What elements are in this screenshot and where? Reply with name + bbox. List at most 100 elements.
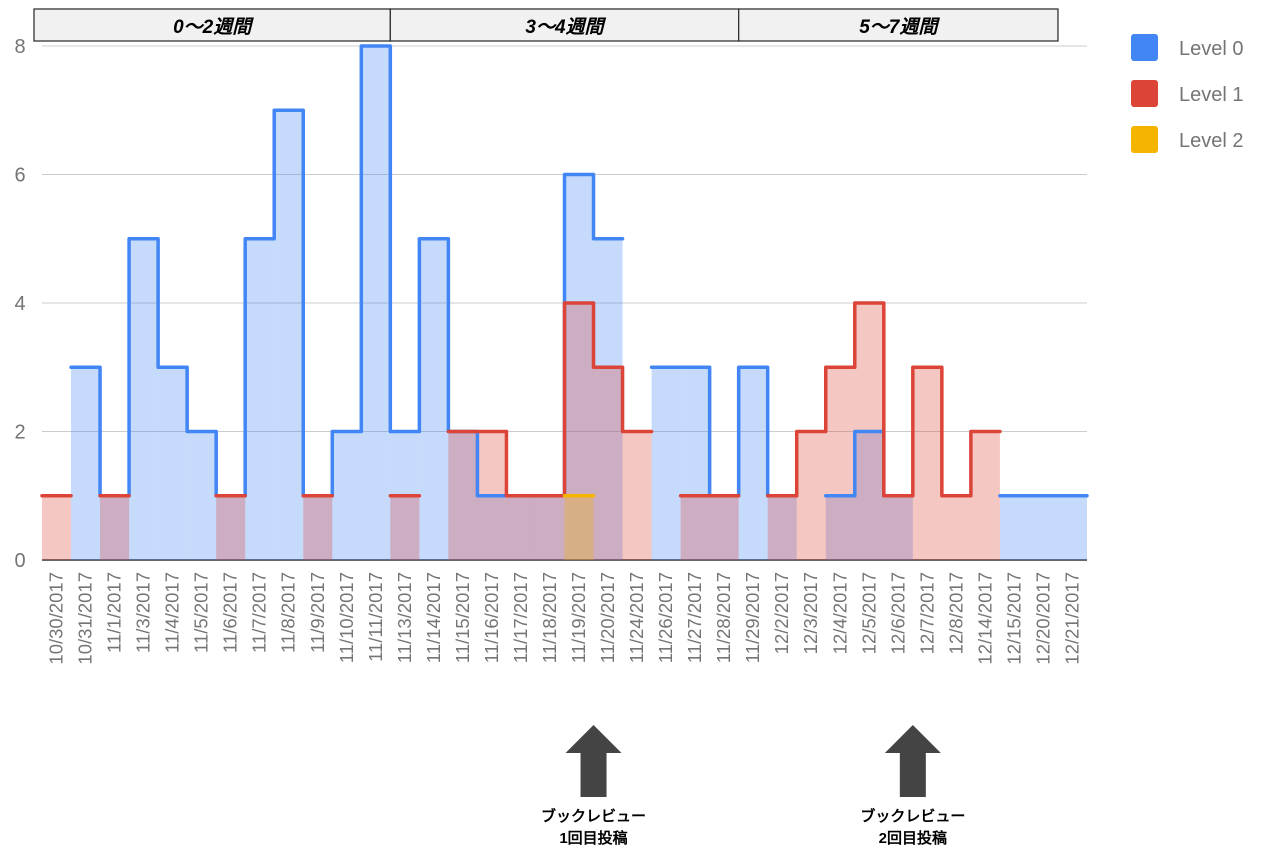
annotation-line2: 2回目投稿 — [879, 829, 947, 847]
x-tick-label: 10/31/2017 — [75, 572, 96, 665]
series-line — [765, 301, 1002, 498]
x-tick-label: 11/24/2017 — [626, 572, 647, 663]
area-segment — [535, 495, 565, 560]
x-tick-label: 12/6/2017 — [887, 572, 908, 654]
area-segment — [42, 495, 72, 560]
area-segment — [448, 431, 478, 560]
x-tick-label: 11/18/2017 — [539, 572, 560, 663]
x-tick-label: 11/3/2017 — [133, 572, 154, 653]
legend-swatch — [1131, 80, 1158, 107]
area-segment — [709, 495, 739, 560]
legend-label: Level 1 — [1179, 84, 1244, 106]
area-segment — [245, 238, 275, 560]
x-tick-label: 11/27/2017 — [684, 572, 705, 663]
x-tick-label: 12/8/2017 — [945, 572, 966, 654]
area-segment — [535, 495, 565, 560]
area-segment — [825, 495, 855, 560]
x-tick-label: 11/19/2017 — [568, 572, 589, 663]
period-band — [33, 8, 391, 42]
y-tick-label: 2 — [14, 422, 25, 444]
x-tick-label: 12/21/2017 — [1061, 572, 1082, 665]
series-line — [446, 301, 654, 498]
x-axis-ticks: 10/30/2017 10/31/2017 11/1/2017 11/3/2017 11… — [46, 572, 1083, 665]
x-tick-label: 11/13/2017 — [394, 572, 415, 663]
area-segment — [332, 431, 362, 560]
area-segment — [361, 46, 391, 560]
x-tick-label: 12/4/2017 — [829, 572, 850, 654]
legend-swatch — [1131, 34, 1158, 61]
x-tick-label: 11/8/2017 — [278, 572, 299, 653]
y-tick-label: 6 — [14, 165, 25, 187]
area-segment — [1057, 495, 1087, 560]
area-segment — [883, 495, 913, 560]
x-tick-label: 11/26/2017 — [655, 572, 676, 663]
period-band — [738, 8, 1059, 42]
period-band — [389, 8, 740, 42]
x-tick-label: 12/20/2017 — [1032, 572, 1053, 665]
period-bands: 0〜2週間 3〜4週間 5〜7週間 — [33, 8, 1059, 42]
area-segment — [796, 431, 826, 560]
area-segment — [71, 367, 101, 560]
area-segment — [506, 495, 536, 560]
area-segment — [709, 495, 739, 560]
area-segment — [680, 495, 710, 560]
area-segment — [390, 495, 420, 560]
area-segment — [883, 495, 913, 560]
series-lines — [40, 44, 1089, 498]
area-segment — [999, 495, 1029, 560]
x-tick-label: 11/9/2017 — [307, 572, 328, 653]
x-tick-label: 12/5/2017 — [858, 572, 879, 654]
area-segment — [187, 431, 217, 560]
legend-label: Level 0 — [1179, 38, 1244, 60]
y-tick-label: 8 — [14, 36, 25, 58]
annotation-arrow — [884, 725, 941, 797]
x-tick-label: 12/7/2017 — [916, 572, 937, 654]
legend: Level 0 Level 1 Level 2 — [1131, 34, 1244, 153]
area-segment — [129, 238, 159, 560]
area-segment — [564, 303, 594, 560]
period-band-label: 3〜4週間 — [525, 17, 606, 38]
x-tick-label: 11/6/2017 — [220, 572, 241, 653]
x-tick-label: 12/14/2017 — [974, 572, 995, 665]
legend-label: Level 2 — [1179, 130, 1244, 152]
area-segment — [216, 495, 246, 560]
area-segment — [738, 367, 768, 560]
annotation-line1: ブックレビュー — [541, 807, 646, 825]
x-tick-label: 11/16/2017 — [481, 572, 502, 663]
area-segment — [564, 495, 594, 560]
x-tick-label: 11/14/2017 — [423, 572, 444, 663]
area-segment — [767, 495, 797, 560]
x-tick-label: 11/11/2017 — [365, 572, 386, 662]
area-segment — [825, 367, 855, 560]
area-segment — [477, 495, 507, 560]
x-tick-label: 11/10/2017 — [336, 572, 357, 663]
x-tick-label: 12/15/2017 — [1003, 572, 1024, 665]
x-tick-label: 12/2/2017 — [771, 572, 792, 654]
x-tick-label: 11/17/2017 — [510, 572, 531, 663]
area-segment — [622, 431, 652, 560]
x-tick-label: 11/29/2017 — [742, 572, 763, 663]
annotation-arrow — [565, 725, 622, 797]
annotation-line1: ブックレビュー — [860, 807, 965, 825]
area-segment — [303, 495, 333, 560]
area-segment — [854, 431, 884, 560]
x-tick-label: 11/1/2017 — [104, 572, 125, 653]
area-segment — [506, 495, 536, 560]
x-tick-label: 11/4/2017 — [162, 572, 183, 653]
x-tick-label: 11/5/2017 — [191, 572, 212, 653]
x-tick-label: 10/30/2017 — [46, 572, 67, 665]
area-segment — [970, 431, 1000, 560]
area-segment — [158, 367, 188, 560]
legend-swatch — [1131, 126, 1158, 153]
x-tick-label: 11/7/2017 — [249, 572, 270, 653]
area-segment — [767, 495, 797, 560]
area-segment — [274, 110, 304, 560]
y-tick-label: 4 — [14, 293, 25, 315]
area-segment — [303, 495, 333, 560]
x-tick-label: 11/15/2017 — [452, 572, 473, 663]
area-segment — [100, 495, 130, 560]
area-segment — [100, 495, 130, 560]
area-segment — [419, 238, 449, 560]
area-segment — [912, 367, 942, 560]
